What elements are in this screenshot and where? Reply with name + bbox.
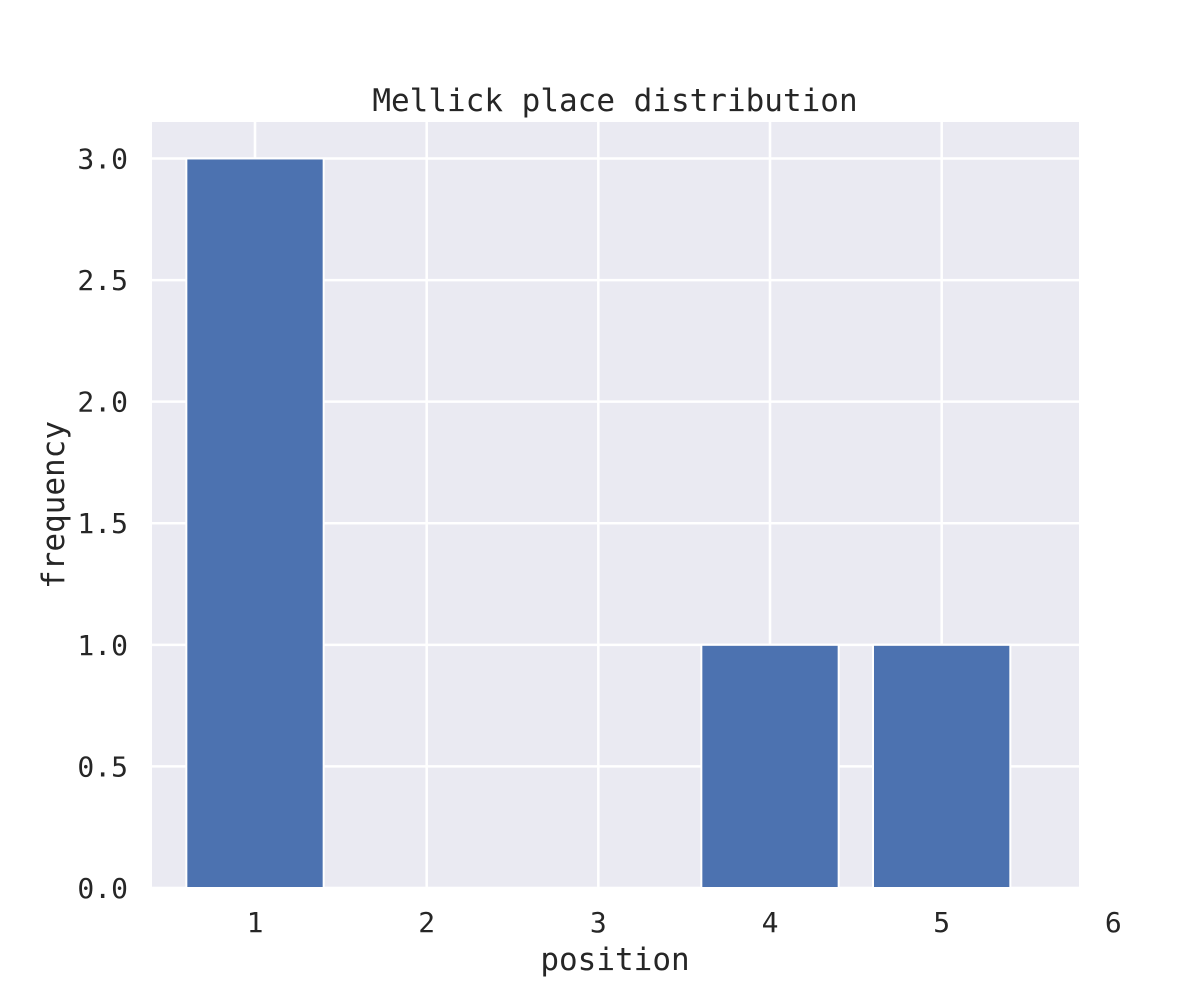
bar-position-1 (185, 157, 325, 889)
y-tick-label: 1.5 (77, 507, 128, 540)
bar-position-4 (700, 643, 840, 889)
x-tick-label: 2 (418, 906, 435, 939)
y-axis-label: frequency (36, 421, 72, 589)
x-tick-labels: 1 2 3 4 5 6 (247, 906, 1122, 939)
y-tick-label: 3.0 (77, 142, 128, 175)
y-tick-labels: 0.0 0.5 1.0 1.5 2.0 2.5 3.0 (77, 142, 128, 905)
y-tick-label: 2.5 (77, 264, 128, 297)
x-tick-label: 1 (247, 906, 264, 939)
y-tick-label: 0.0 (77, 872, 128, 905)
x-tick-label: 6 (1105, 906, 1122, 939)
y-tick-label: 1.0 (77, 629, 128, 662)
x-tick-label: 5 (933, 906, 950, 939)
bar-position-5 (872, 643, 1012, 889)
y-tick-label: 2.0 (77, 386, 128, 419)
chart-title: Mellick place distribution (372, 83, 857, 119)
bars (185, 157, 1012, 889)
y-tick-label: 0.5 (77, 750, 128, 783)
x-axis-label: position (540, 942, 689, 978)
x-tick-label: 4 (762, 906, 779, 939)
x-tick-label: 3 (590, 906, 607, 939)
